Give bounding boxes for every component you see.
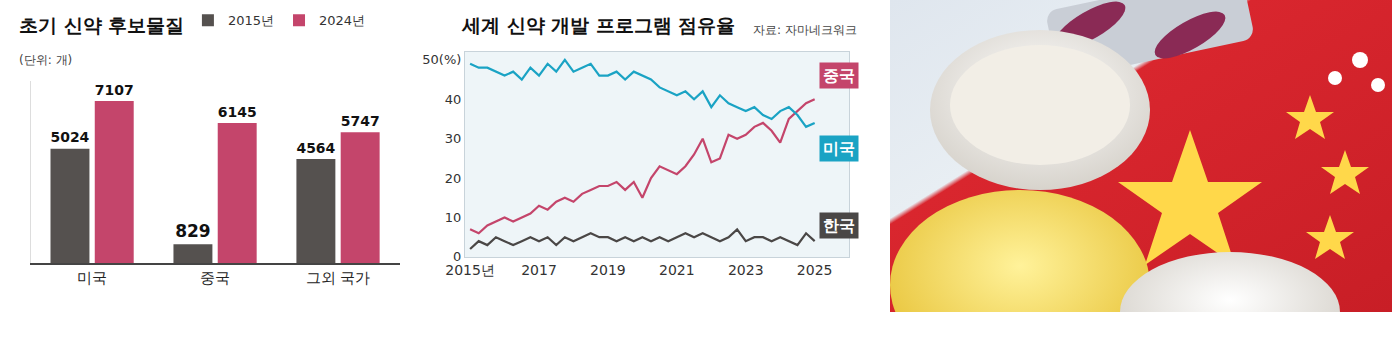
svg-text:829: 829 (175, 221, 211, 241)
svg-text:50(%): 50(%) (422, 52, 461, 67)
svg-text:4564: 4564 (296, 140, 335, 156)
svg-text:0: 0 (453, 249, 461, 264)
svg-text:2023: 2023 (728, 262, 764, 278)
svg-text:(단위: 개): (단위: 개) (19, 53, 72, 67)
svg-text:2024년: 2024년 (319, 13, 365, 28)
svg-text:한국: 한국 (823, 216, 855, 235)
svg-text:2015년: 2015년 (445, 262, 495, 278)
svg-text:미국: 미국 (77, 269, 107, 287)
svg-text:30: 30 (445, 131, 462, 146)
svg-text:세계 신약 개발 프로그램 점유율: 세계 신약 개발 프로그램 점유율 (461, 14, 735, 36)
svg-text:10: 10 (445, 210, 462, 225)
svg-text:중국: 중국 (200, 269, 230, 287)
svg-text:자료: 자마네크워크: 자료: 자마네크워크 (753, 23, 857, 37)
svg-text:2017: 2017 (521, 262, 557, 278)
svg-text:미국: 미국 (823, 139, 855, 158)
svg-text:2021: 2021 (659, 262, 695, 278)
svg-text:6145: 6145 (218, 104, 257, 120)
svg-text:2015년: 2015년 (228, 13, 274, 28)
svg-text:5747: 5747 (341, 113, 380, 129)
svg-text:7107: 7107 (95, 82, 134, 98)
svg-text:2019: 2019 (590, 262, 626, 278)
svg-text:20: 20 (445, 171, 462, 186)
svg-text:2025: 2025 (797, 262, 833, 278)
svg-text:초기 신약 후보물질: 초기 신약 후보물질 (19, 14, 184, 36)
svg-text:40: 40 (445, 92, 462, 107)
svg-text:5024: 5024 (51, 129, 90, 145)
svg-text:그외 국가: 그외 국가 (306, 269, 371, 287)
svg-text:중국: 중국 (823, 66, 855, 85)
